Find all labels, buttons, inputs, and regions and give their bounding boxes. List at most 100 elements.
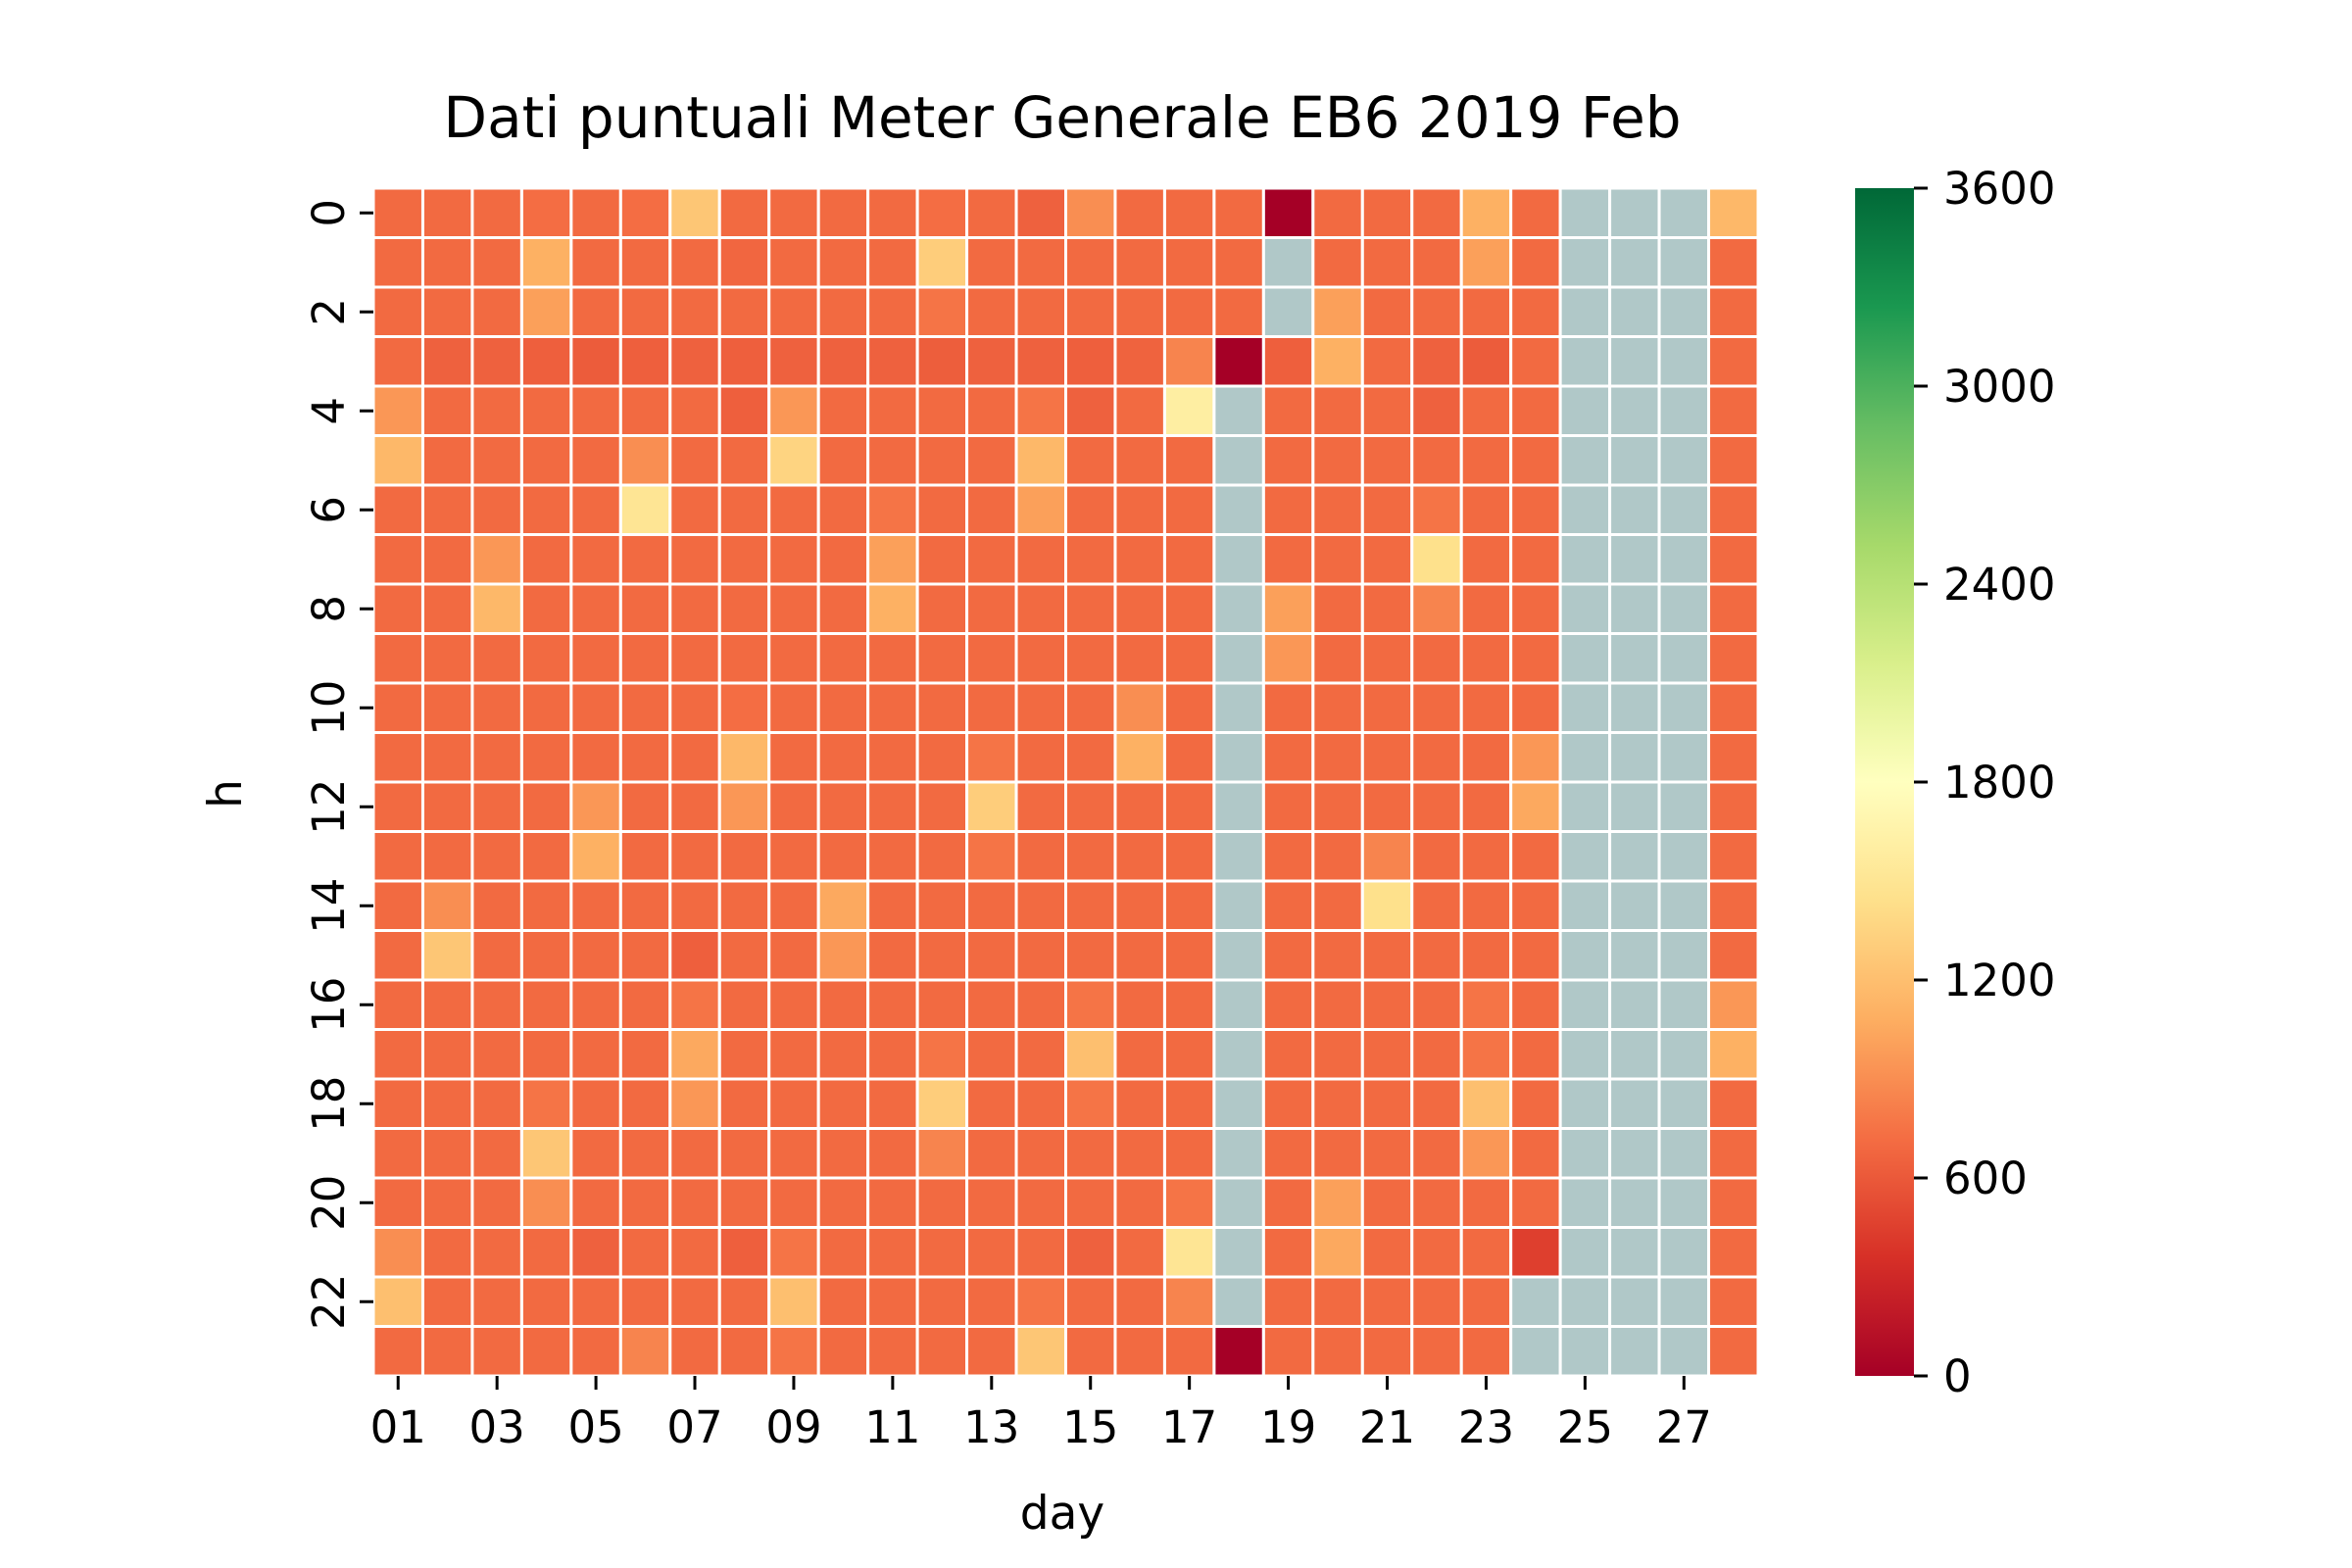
heatmap-cell: [1113, 384, 1166, 437]
heatmap-cell: [1113, 1325, 1166, 1378]
heatmap-cell: [866, 632, 919, 685]
heatmap-cell-missing: [1608, 1028, 1661, 1081]
heatmap-cell: [1162, 681, 1216, 734]
heatmap-cell: [371, 533, 424, 586]
heatmap-cell-missing: [1212, 1127, 1265, 1180]
heatmap-cell: [1064, 582, 1117, 635]
heatmap-cell: [470, 929, 523, 982]
heatmap-cell: [866, 830, 919, 883]
heatmap-cell: [717, 582, 771, 635]
heatmap-cell-missing: [1657, 285, 1711, 338]
heatmap-cell: [1113, 186, 1166, 239]
heatmap-cell: [569, 236, 622, 289]
heatmap-cell: [1261, 1176, 1315, 1229]
heatmap-cell: [1459, 483, 1513, 536]
heatmap-cell: [717, 978, 771, 1031]
colorbar-tick-label: 3600: [1943, 163, 2056, 215]
heatmap-cell: [371, 1226, 424, 1279]
heatmap-cell-missing: [1608, 1127, 1661, 1180]
y-tick-label: 4: [303, 397, 355, 425]
heatmap-cell: [1162, 1325, 1216, 1378]
heatmap-cell: [717, 384, 771, 437]
heatmap-cell-missing: [1608, 236, 1661, 289]
heatmap-cell: [371, 285, 424, 338]
heatmap-cell: [1459, 731, 1513, 784]
heatmap-cell-missing: [1509, 1275, 1562, 1328]
heatmap-cell: [1162, 1275, 1216, 1328]
heatmap-cell: [965, 1077, 1018, 1130]
heatmap-cell-missing: [1558, 632, 1612, 685]
heatmap-cell: [1162, 285, 1216, 338]
heatmap-cell: [1509, 335, 1562, 388]
heatmap-cell: [965, 1176, 1018, 1229]
heatmap-cell-missing: [1608, 285, 1661, 338]
heatmap-cell: [816, 582, 870, 635]
heatmap-cell: [1459, 1077, 1513, 1130]
heatmap-cell: [420, 434, 474, 487]
heatmap-cell-missing: [1657, 879, 1711, 932]
colorbar-tick-label: 0: [1943, 1350, 1972, 1402]
heatmap-cell: [1360, 384, 1414, 437]
heatmap-cell: [1459, 285, 1513, 338]
x-tick-label: 23: [1458, 1401, 1514, 1453]
heatmap-cell: [1707, 1028, 1760, 1081]
heatmap-cell: [1459, 1226, 1513, 1279]
heatmap-cell: [1410, 1325, 1463, 1378]
heatmap-cell: [1162, 929, 1216, 982]
chart-title: Dati puntuali Meter Generale EB6 2019 Fe…: [443, 84, 1681, 151]
heatmap-cell: [1360, 1275, 1414, 1328]
heatmap-cell: [866, 1325, 919, 1378]
heatmap-cell: [1162, 978, 1216, 1031]
colorbar-tick-label: 1800: [1943, 757, 2056, 808]
heatmap-cell: [915, 1275, 969, 1328]
heatmap-cell: [1707, 434, 1760, 487]
heatmap-cell: [866, 285, 919, 338]
heatmap-cell: [915, 1028, 969, 1081]
heatmap-cell: [668, 186, 721, 239]
heatmap-cell: [1509, 434, 1562, 487]
heatmap-cell-missing: [1657, 1325, 1711, 1378]
heatmap-cell: [1064, 335, 1117, 388]
heatmap-cell-missing: [1212, 434, 1265, 487]
heatmap-cell: [1509, 384, 1562, 437]
heatmap-cell: [1459, 830, 1513, 883]
heatmap-cell: [816, 1028, 870, 1081]
heatmap-cell: [371, 731, 424, 784]
heatmap-cell: [965, 731, 1018, 784]
heatmap-cells: [371, 186, 1760, 1378]
heatmap-cell: [1707, 780, 1760, 833]
heatmap-cell: [1459, 1325, 1513, 1378]
heatmap-cell: [420, 1176, 474, 1229]
heatmap-cell-missing: [1608, 384, 1661, 437]
heatmap-cell: [569, 533, 622, 586]
heatmap-cell: [371, 830, 424, 883]
heatmap-cell: [1360, 731, 1414, 784]
heatmap-cell: [1509, 285, 1562, 338]
heatmap-cell: [1360, 1226, 1414, 1279]
heatmap-cell: [569, 731, 622, 784]
heatmap-cell: [519, 681, 573, 734]
heatmap-cell: [420, 780, 474, 833]
heatmap-cell: [618, 434, 672, 487]
heatmap-cell: [1261, 1275, 1315, 1328]
heatmap-cell-missing: [1509, 1325, 1562, 1378]
heatmap-cell: [1113, 780, 1166, 833]
heatmap-cell: [1261, 731, 1315, 784]
heatmap-cell: [1707, 1325, 1760, 1378]
heatmap-cell-missing: [1608, 434, 1661, 487]
heatmap-cell: [1064, 1325, 1117, 1378]
heatmap-cell: [420, 681, 474, 734]
heatmap-cell: [1360, 186, 1414, 239]
heatmap-cell-missing: [1657, 1077, 1711, 1130]
heatmap-cell: [1410, 681, 1463, 734]
heatmap-cell: [1014, 384, 1068, 437]
heatmap-cell: [1311, 1127, 1364, 1180]
heatmap-cell: [965, 1275, 1018, 1328]
heatmap-cell: [668, 1176, 721, 1229]
heatmap-cell: [915, 1077, 969, 1130]
heatmap-cell: [569, 384, 622, 437]
heatmap-cell: [420, 1226, 474, 1279]
heatmap-cell: [668, 236, 721, 289]
heatmap-cell: [816, 483, 870, 536]
heatmap-cell: [767, 1325, 820, 1378]
